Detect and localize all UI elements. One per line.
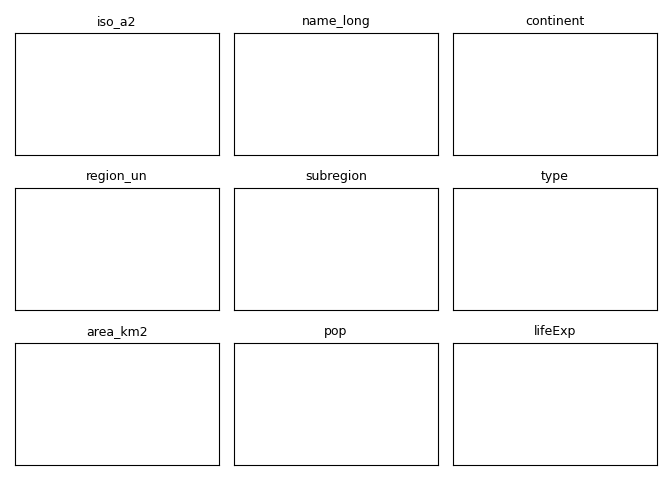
Title: continent: continent xyxy=(526,15,585,28)
Title: type: type xyxy=(541,170,569,183)
Title: iso_a2: iso_a2 xyxy=(97,15,136,28)
Title: pop: pop xyxy=(325,325,347,338)
Title: lifeExp: lifeExp xyxy=(534,325,576,338)
Title: region_un: region_un xyxy=(86,170,148,183)
Title: name_long: name_long xyxy=(302,15,370,28)
Title: area_km2: area_km2 xyxy=(86,325,148,338)
Title: subregion: subregion xyxy=(305,170,367,183)
